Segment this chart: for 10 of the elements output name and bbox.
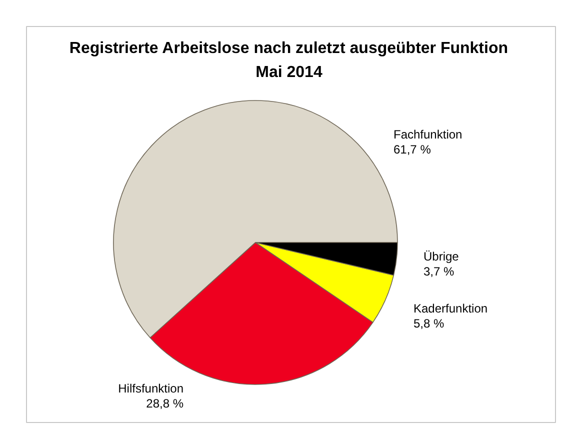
data-label: 61,7 % [394, 142, 432, 156]
data-label: 5,8 % [414, 316, 445, 330]
slice-label: Fachfunktion [394, 128, 462, 142]
slice-label: Kaderfunktion [414, 302, 488, 316]
chart-subtitle: Mai 2014 [256, 64, 322, 81]
slice-label: Übrige [424, 250, 460, 264]
data-label: 28,8 % [146, 396, 184, 410]
slice-label: Hilfsfunktion [118, 382, 184, 396]
chart-title: Registrierte Arbeitslose nach zuletzt ausgeübter Funktion [69, 40, 508, 57]
data-label: 3,7 % [424, 264, 455, 278]
